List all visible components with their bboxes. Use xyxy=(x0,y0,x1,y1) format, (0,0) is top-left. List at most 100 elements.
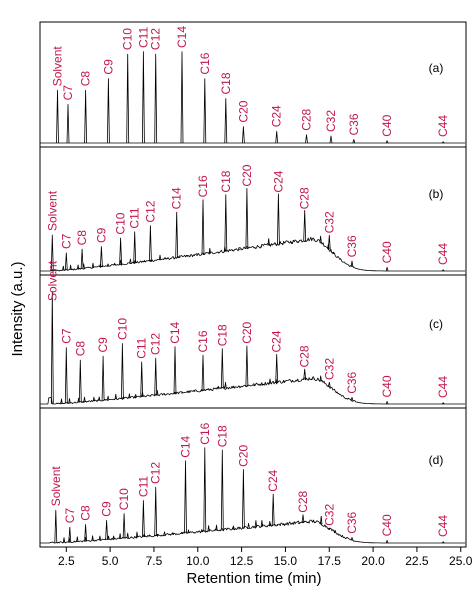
peak-c14 xyxy=(175,211,179,258)
peak-label-c10: C10 xyxy=(121,28,135,50)
peak-c44 xyxy=(441,269,445,272)
peak-label-c12: C12 xyxy=(149,28,163,50)
peak-solvent xyxy=(56,89,59,144)
peak-label-c11: C11 xyxy=(128,207,142,228)
peak-label-c11: C11 xyxy=(136,27,150,48)
minor-peak xyxy=(209,388,212,391)
peak-c10 xyxy=(121,343,124,399)
minor-peak xyxy=(126,532,129,539)
peak-label-c7: C7 xyxy=(61,85,75,101)
peak-c8 xyxy=(84,89,87,144)
peak-c16 xyxy=(203,447,207,532)
x-tick-label: 12.5 xyxy=(230,554,254,568)
peak-label-c8: C8 xyxy=(79,71,93,87)
minor-peak xyxy=(76,264,80,270)
peak-label-c16: C16 xyxy=(198,52,212,74)
minor-peak xyxy=(254,520,258,528)
peak-label-solvent: Solvent xyxy=(45,260,59,301)
panel-label: (b) xyxy=(429,187,444,201)
peak-label-c14: C14 xyxy=(170,187,184,209)
peak-label-c24: C24 xyxy=(266,469,280,491)
minor-peak xyxy=(98,396,101,401)
minor-peak xyxy=(207,525,210,532)
minor-peak xyxy=(84,536,87,542)
minor-peak xyxy=(98,535,102,541)
x-tick-label: 10.0 xyxy=(186,554,210,568)
peak-c44 xyxy=(441,402,445,405)
peak-c14 xyxy=(184,460,187,534)
minor-peak xyxy=(82,263,85,269)
peak-c24 xyxy=(275,354,279,383)
minor-peak xyxy=(141,391,144,397)
minor-peak xyxy=(62,537,66,543)
minor-peak xyxy=(186,255,189,257)
minor-peak xyxy=(143,260,146,263)
peak-c32 xyxy=(329,135,333,144)
peak-c10 xyxy=(122,513,126,539)
peak-c9 xyxy=(101,355,105,401)
peak-label-c14: C14 xyxy=(168,321,182,343)
minor-peak xyxy=(275,378,278,384)
minor-peak xyxy=(106,395,110,401)
peak-c40 xyxy=(385,267,389,272)
minor-peak xyxy=(327,244,330,250)
peak-c24 xyxy=(275,130,279,144)
minor-peak xyxy=(208,247,211,254)
minor-peak xyxy=(180,532,183,535)
peak-c40 xyxy=(385,401,389,405)
minor-peak xyxy=(135,531,139,538)
peak-label-c40: C40 xyxy=(380,514,394,536)
peak-label-c36: C36 xyxy=(345,371,359,393)
minor-peak xyxy=(332,252,335,255)
peak-c24 xyxy=(277,193,280,245)
x-tick-label: 7.5 xyxy=(146,554,163,568)
peak-label-c44: C44 xyxy=(436,515,450,537)
minor-peak xyxy=(173,392,176,395)
peak-solvent xyxy=(54,509,58,544)
peak-c44 xyxy=(441,141,445,144)
minor-peak xyxy=(188,391,191,393)
peak-label-c14: C14 xyxy=(175,26,189,48)
peak-c8 xyxy=(84,524,87,542)
peak-label-c16: C16 xyxy=(196,175,210,197)
minor-peak xyxy=(92,396,96,402)
panel-label: (d) xyxy=(429,453,444,467)
minor-peak xyxy=(69,264,72,271)
peak-label-c32: C32 xyxy=(322,358,336,380)
x-tick-label: 20.0 xyxy=(361,554,385,568)
peak-label-c24: C24 xyxy=(270,330,284,352)
peak-label-c28: C28 xyxy=(296,490,310,512)
peak-label-c20: C20 xyxy=(236,100,250,122)
minor-peak xyxy=(119,259,122,265)
peak-label-c8: C8 xyxy=(79,505,93,521)
minor-peak xyxy=(232,525,235,530)
peak-label-c20: C20 xyxy=(240,164,254,186)
peak-c16 xyxy=(203,78,207,144)
peak-label-c8: C8 xyxy=(75,230,89,246)
x-tick-label: 5.0 xyxy=(102,554,119,568)
peak-label-c11: C11 xyxy=(136,476,150,497)
peak-label-c44: C44 xyxy=(436,243,450,265)
peak-c18 xyxy=(224,194,228,252)
peak-c8 xyxy=(80,248,84,269)
peak-c11 xyxy=(140,361,144,398)
peak-label-c20: C20 xyxy=(236,445,250,467)
minor-peak xyxy=(106,263,110,267)
peak-label-c28: C28 xyxy=(298,187,312,209)
minor-peak xyxy=(91,535,94,541)
minor-peak xyxy=(158,254,162,261)
peak-label-c24: C24 xyxy=(270,105,284,127)
x-axis: 2.5 5.0 7.5 10.0 12.5 15.0 17.5 20.0 22.5 25.0 xyxy=(58,547,473,568)
peak-label-c40: C40 xyxy=(380,375,394,397)
peak-c40 xyxy=(385,140,389,144)
minor-peak xyxy=(247,523,250,528)
peak-c12 xyxy=(154,357,158,396)
peak-c24 xyxy=(271,493,275,526)
peak-label-c11: C11 xyxy=(135,337,149,358)
peak-label-c7: C7 xyxy=(59,328,73,344)
peak-c9 xyxy=(100,246,103,267)
peak-label-c7: C7 xyxy=(59,233,73,249)
